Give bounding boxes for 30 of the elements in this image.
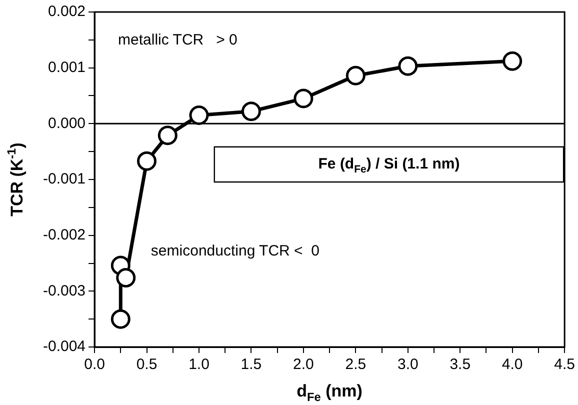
y-tick-label: -0.004 (42, 338, 86, 356)
annotation: semiconducting TCR < 0 (150, 242, 320, 260)
point (137, 151, 157, 171)
point (502, 51, 522, 71)
y-axis-title: TCR (K-1) (4, 142, 27, 216)
point (294, 88, 314, 108)
x-tick-label: 1.0 (188, 356, 210, 374)
y-tick-label: -0.003 (42, 282, 86, 300)
y-tick-label: -0.002 (42, 226, 86, 244)
x-tick-label: 4.0 (502, 356, 523, 374)
point (116, 268, 136, 288)
point (241, 102, 261, 122)
x-tick-label: 2.0 (293, 356, 314, 374)
y-tick-label: 0.002 (48, 3, 86, 20)
x-tick-label: 0.0 (84, 356, 105, 374)
x-tick-label: 3.0 (397, 356, 418, 374)
y-tick-label: 0.001 (48, 58, 86, 76)
x-tick-label: 0.5 (136, 356, 158, 374)
x-tick-label: 1.5 (240, 356, 262, 374)
x-tick-label: 4.5 (554, 356, 576, 374)
annotation: metallic TCR > 0 (118, 32, 238, 49)
y-tick-label: -0.001 (42, 170, 86, 188)
x-tick-label: 3.5 (450, 356, 471, 374)
point (346, 66, 366, 86)
point (398, 56, 418, 76)
y-tick-label: 0.000 (48, 114, 86, 132)
point (158, 126, 178, 146)
point (110, 309, 130, 329)
point (189, 106, 209, 126)
x-tick-label: 2.5 (345, 356, 366, 374)
